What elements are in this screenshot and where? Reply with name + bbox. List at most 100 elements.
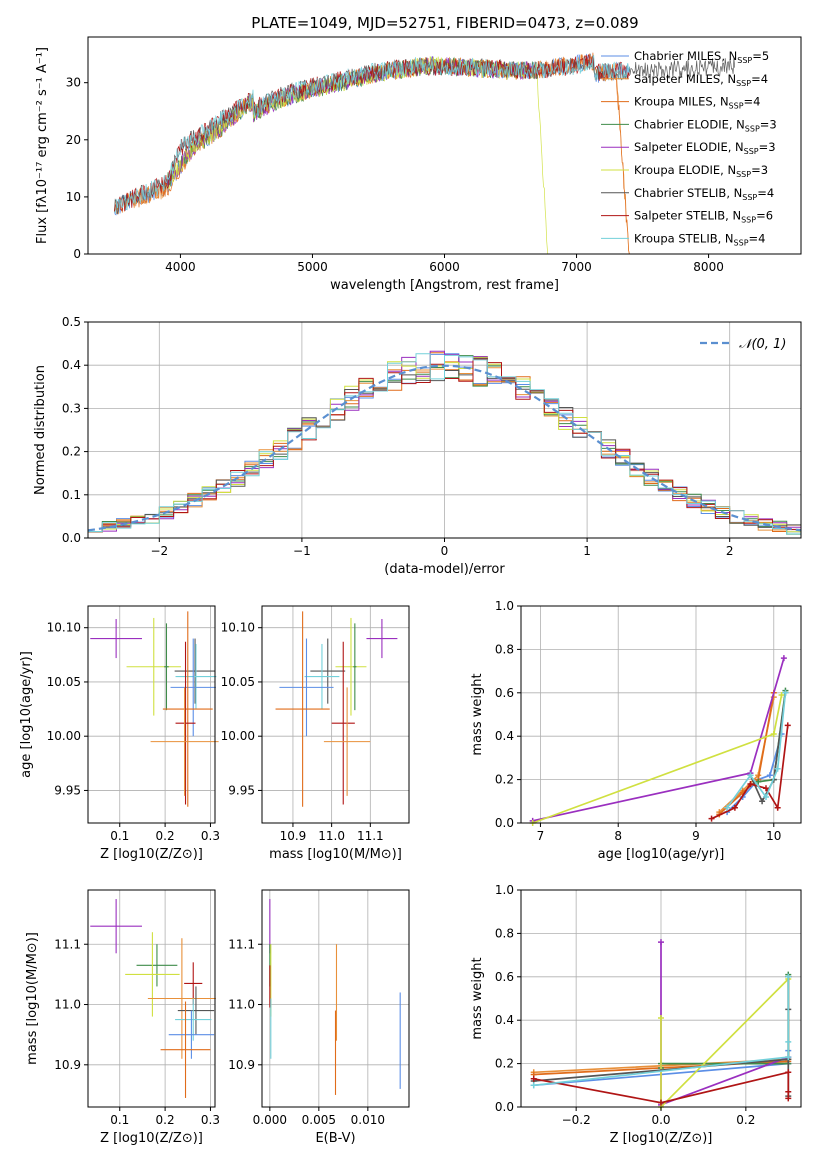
histograms (87, 350, 802, 535)
frame-age_vs_Z: 0.1 0.2 0.3 9.95 10.00 10.05 10.10 Z [log10(Z/Z… (19, 605, 220, 862)
weight-series-line (532, 657, 785, 822)
data-point (136, 944, 178, 987)
legend-label-n: =4 (751, 72, 768, 86)
x-axis-label: mass [log10(M/M⊙)] (269, 847, 402, 862)
y-tick-label: 10.00 (221, 729, 255, 743)
data-point (175, 998, 212, 1041)
y-tick-label: 0.3 (62, 401, 81, 415)
data-point (177, 986, 215, 1035)
y-tick-label: 0 (73, 247, 81, 261)
y-tick-label: 10.9 (228, 1058, 255, 1072)
data-point (162, 611, 213, 807)
y-tick-label: 1.0 (495, 599, 514, 613)
x-tick-label: 0.2 (156, 1113, 175, 1127)
x-axis-label: E(B-V) (315, 1131, 355, 1146)
points-mass_vs_ebv (269, 899, 401, 1095)
y-tick-label: 11.1 (228, 937, 255, 951)
legend-label: Kroupa STELIB, NSSP=4 (634, 231, 765, 247)
legend-label-n: =4 (749, 231, 766, 245)
x-tick-label: 0.005 (302, 1113, 336, 1127)
data-point (323, 687, 371, 796)
lines-weight_vs_Z (530, 939, 792, 1110)
y-axis-label: mass [log10(M/M⊙)] (25, 932, 40, 1065)
weight-marker (658, 1015, 664, 1022)
legend-label-sub: SSP (736, 79, 751, 88)
axes-frame (261, 605, 410, 824)
x-tick-label: −0.2 (562, 1113, 591, 1127)
axes-age_vs_Z (88, 606, 215, 823)
x-tick-label: 7 (537, 829, 545, 843)
legend-label-n: =3 (759, 140, 776, 154)
x-tick-label: 0.010 (351, 1113, 385, 1127)
spectrum-series-line (114, 55, 630, 214)
y-tick-label: 0.2 (495, 1057, 514, 1071)
data-point (304, 643, 340, 710)
legend-label: 𝒩(0, 1) (739, 337, 786, 352)
legend-label-n: =3 (751, 163, 768, 177)
points-age_vs_mass (275, 611, 398, 807)
y-tick-label: 10.9 (54, 1058, 81, 1072)
data-point (353, 623, 357, 711)
weight-marker (785, 1069, 792, 1076)
data-point (174, 638, 216, 704)
y-axis-label: mass weight (470, 673, 485, 755)
y-tick-label: 0.4 (495, 729, 514, 743)
x-tick-label: −1 (293, 544, 311, 558)
x-tick-label: 0.1 (110, 829, 129, 843)
weight-marker (782, 689, 789, 696)
weight-marker (763, 793, 769, 800)
legend-label: Kroupa ELODIE, NSSP=3 (634, 163, 768, 179)
x-tick-label: 2 (726, 544, 734, 558)
residual-legend: 𝒩(0, 1) (700, 337, 786, 352)
legend-label-n: =3 (760, 117, 777, 131)
weight-marker (766, 772, 773, 779)
y-tick-label: 11.1 (54, 937, 81, 951)
x-axis-label: (data-model)/error (384, 562, 505, 577)
axes-frame (87, 605, 216, 824)
frame-weight_vs_Z: −0.2 0.0 0.2 0.0 0.2 0.4 0.6 0.8 1.0 Z [log10(Z/Z… (470, 883, 802, 1146)
points-mass_vs_Z (90, 899, 216, 1098)
y-tick-label: 0.2 (62, 445, 81, 459)
axes-weight_vs_age (521, 605, 801, 824)
lines-weight_vs_age (529, 655, 791, 826)
y-tick-label: 20 (66, 133, 81, 147)
legend-label-sub: SSP (736, 170, 751, 179)
weight-marker (724, 804, 731, 811)
x-tick-label: 0.2 (736, 1113, 755, 1127)
points-age_vs_Z (90, 611, 219, 807)
axes-frame (261, 889, 410, 1108)
data-point (331, 641, 355, 805)
legend-label-sub: SSP (729, 102, 744, 111)
legend-label-text: Kroupa MILES, N (634, 95, 729, 109)
weight-series-line (532, 694, 783, 824)
legend-label-sub: SSP (745, 124, 760, 133)
legend-label-sub: SSP (737, 56, 752, 65)
x-tick-label: 11.0 (318, 829, 345, 843)
legend-label-text: Salpeter MILES, N (634, 72, 736, 86)
legend-label-n: =6 (756, 209, 773, 223)
frame-age_vs_mass: 10.9 11.0 11.1 9.95 10.00 10.05 10.10 mass [log… (221, 605, 410, 862)
data-point (164, 623, 169, 711)
y-axis-label: mass weight (470, 957, 485, 1039)
y-tick-label: 0.0 (495, 816, 514, 830)
legend-label-text: Chabrier STELIB, N (634, 186, 742, 200)
data-point (90, 619, 142, 659)
legend-label: Salpeter ELODIE, NSSP=3 (634, 140, 776, 156)
x-tick-label: 9 (692, 829, 700, 843)
weight-marker (747, 772, 754, 779)
y-axis-label: Flux [fλ10⁻¹⁷ erg cm⁻² s⁻¹ A⁻¹] (35, 47, 50, 244)
x-axis-label: age [log10(age/yr)] (598, 847, 725, 862)
y-tick-label: 0.5 (62, 315, 81, 329)
y-tick-label: 9.95 (228, 783, 255, 797)
data-point (150, 687, 219, 796)
x-axis-label: Z [log10(Z/Z⊙)] (610, 1131, 713, 1146)
weight-marker (755, 778, 762, 785)
spectrum-lines (114, 52, 736, 254)
legend-label-sub: SSP (742, 193, 757, 202)
x-axis-label: Z [log10(Z/Z⊙)] (100, 1131, 203, 1146)
data-point (168, 1010, 215, 1059)
y-tick-label: 30 (66, 76, 81, 90)
legend-label: Chabrier STELIB, NSSP=4 (634, 186, 774, 202)
